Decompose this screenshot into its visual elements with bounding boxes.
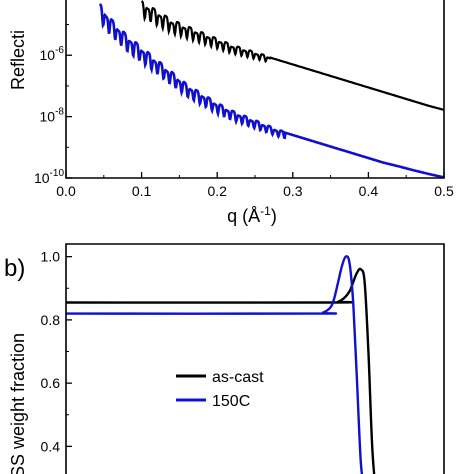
y-tick-label: 10-6: [40, 45, 65, 63]
y-axis-label: SS weight fraction: [8, 333, 28, 474]
y-tick-label: 0.6: [41, 375, 61, 391]
y-axis-label: Reflecti: [8, 30, 28, 90]
y-tick-label: 0.4: [41, 438, 61, 454]
y-tick-label: 10-8: [40, 107, 65, 125]
x-tick-label: 0.0: [56, 183, 76, 199]
legend-label-150c: 150C: [212, 393, 250, 410]
weight-fraction-panel: b) SS weight fraction 1.0 0.8 0.6 0.4 as-ca…: [4, 243, 445, 474]
series-line-blue: [98, 3, 445, 179]
x-tick-label: 0.5: [434, 183, 454, 199]
y-tick-label: 0.8: [41, 312, 61, 328]
plot-frame: [65, 0, 445, 179]
series-line-150c: [65, 255, 364, 474]
reflectivity-panel: Reflecti 0.0 0.1 0.2 0.3 0.4 0.5 10-6 10-8 10-1…: [8, 0, 454, 226]
panel-label-b: b): [4, 255, 25, 282]
x-tick-label: 0.2: [207, 183, 227, 199]
x-tick-label: 0.1: [132, 183, 152, 199]
y-tick-label: 1.0: [41, 249, 61, 265]
y-tick-label: 10-10: [34, 168, 64, 186]
series-line-black: [140, 0, 445, 111]
plot-frame: [65, 243, 445, 474]
series-line-as-cast: [65, 267, 376, 474]
x-tick-label: 0.3: [283, 183, 303, 199]
x-axis-label: q (Å-1): [227, 204, 277, 226]
x-tick-label: 0.4: [359, 183, 379, 199]
legend: as-cast 150C: [170, 362, 280, 414]
legend-label-as-cast: as-cast: [212, 369, 264, 386]
